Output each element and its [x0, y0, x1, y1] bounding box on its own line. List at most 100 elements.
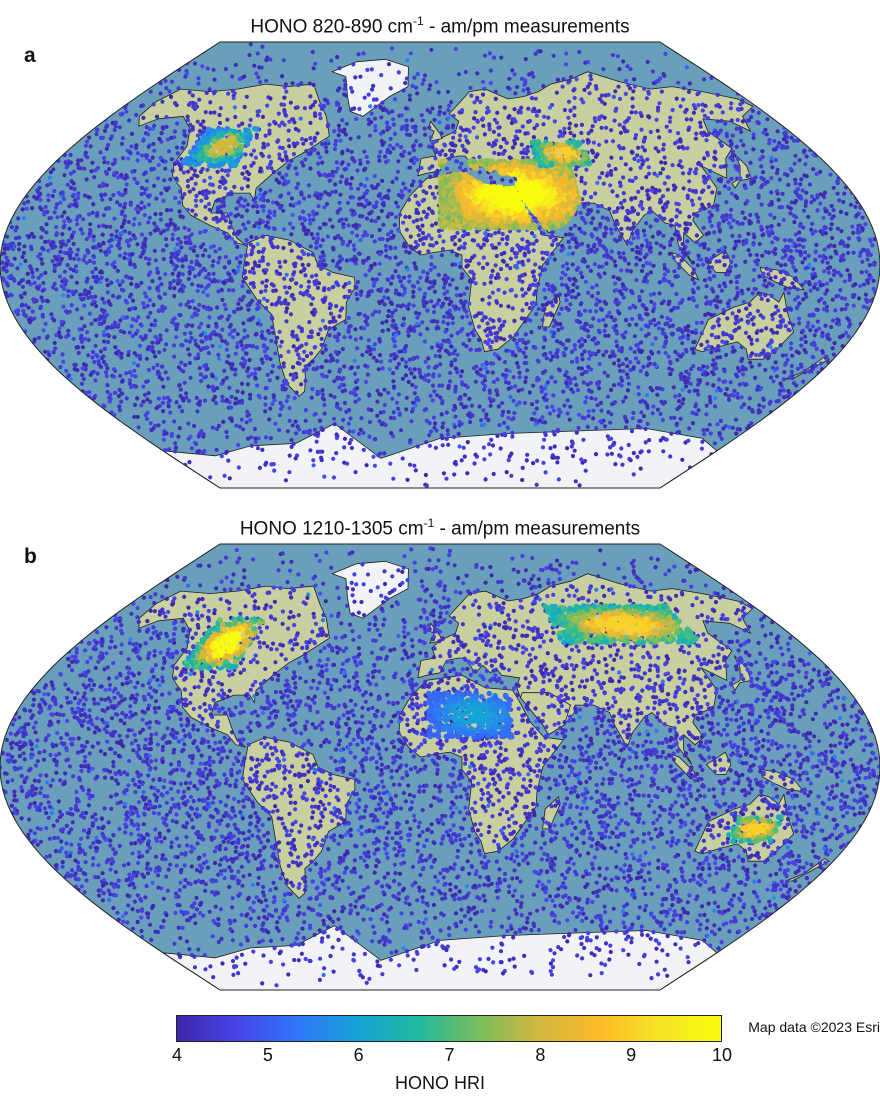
measurement-point — [579, 372, 585, 377]
measurement-point — [597, 362, 602, 367]
measurement-point — [502, 105, 507, 110]
measurement-point — [555, 348, 560, 353]
measurement-point — [743, 367, 748, 372]
measurement-point — [437, 234, 442, 239]
measurement-point — [750, 291, 755, 296]
measurement-point — [270, 316, 275, 321]
measurement-point — [690, 330, 695, 335]
measurement-point — [201, 119, 206, 124]
measurement-point — [186, 436, 191, 441]
measurement-point — [348, 416, 353, 421]
measurement-point — [89, 321, 94, 326]
measurement-point — [379, 115, 384, 120]
measurement-point — [705, 427, 710, 432]
measurement-point — [550, 242, 555, 247]
measurement-point — [244, 420, 249, 425]
measurement-point — [170, 168, 175, 173]
measurement-point — [636, 145, 641, 150]
measurement-point — [367, 392, 372, 397]
measurement-point — [290, 212, 295, 217]
measurement-point — [459, 161, 464, 166]
measurement-point — [255, 446, 261, 451]
measurement-point — [172, 135, 177, 140]
measurement-point — [347, 239, 353, 244]
measurement-point — [270, 302, 275, 307]
measurement-point — [625, 118, 630, 123]
measurement-point — [540, 317, 545, 322]
measurement-point — [451, 148, 456, 153]
measurement-point — [759, 227, 764, 232]
measurement-point — [306, 183, 312, 188]
measurement-point — [43, 239, 48, 244]
measurement-point — [284, 399, 289, 404]
measurement-point — [642, 255, 648, 260]
measurement-point — [391, 117, 396, 122]
measurement-point — [726, 397, 732, 402]
measurement-point — [202, 398, 208, 403]
measurement-point — [647, 206, 653, 211]
measurement-point — [262, 349, 267, 354]
measurement-point — [132, 216, 137, 221]
measurement-point — [801, 379, 806, 384]
measurement-point — [424, 440, 429, 445]
measurement-point — [630, 96, 635, 101]
measurement-point — [609, 249, 614, 254]
measurement-point — [378, 359, 384, 364]
measurement-point — [586, 413, 591, 419]
measurement-point — [172, 419, 177, 424]
measurement-point — [277, 145, 282, 150]
measurement-point — [269, 325, 275, 330]
measurement-point — [658, 243, 663, 248]
measurement-point — [426, 356, 431, 361]
measurement-point — [287, 285, 292, 290]
measurement-point — [200, 64, 205, 69]
measurement-point — [107, 206, 112, 211]
measurement-point — [394, 400, 399, 405]
measurement-point — [109, 280, 114, 285]
measurement-point — [684, 349, 689, 354]
measurement-point — [428, 393, 433, 398]
measurement-point — [186, 169, 191, 174]
measurement-point — [323, 145, 328, 150]
measurement-point — [208, 100, 213, 105]
measurement-point — [814, 328, 819, 333]
measurement-point — [599, 307, 605, 312]
measurement-point — [428, 267, 433, 272]
measurement-point — [358, 292, 363, 297]
measurement-point — [511, 398, 516, 403]
measurement-point — [217, 246, 222, 251]
measurement-point — [445, 89, 451, 94]
measurement-point — [217, 255, 222, 260]
measurement-point — [59, 214, 65, 219]
measurement-point — [495, 272, 500, 277]
measurement-point — [444, 125, 449, 130]
measurement-point — [373, 309, 378, 314]
measurement-point — [163, 78, 168, 83]
measurement-point — [575, 285, 580, 290]
measurement-point — [727, 425, 732, 430]
measurement-point — [681, 186, 686, 191]
measurement-point — [518, 348, 523, 353]
measurement-point — [477, 404, 482, 409]
measurement-point — [225, 341, 230, 346]
measurement-point — [512, 117, 517, 122]
measurement-point — [71, 169, 76, 174]
measurement-point — [194, 395, 199, 400]
measurement-point — [117, 387, 122, 392]
measurement-point — [141, 399, 146, 404]
measurement-point — [574, 240, 579, 245]
measurement-point — [117, 294, 122, 299]
measurement-point — [386, 62, 392, 67]
measurement-point — [740, 364, 745, 369]
measurement-point — [683, 109, 688, 115]
measurement-point — [458, 374, 463, 379]
measurement-point — [504, 470, 509, 475]
measurement-point — [680, 401, 685, 406]
measurement-point — [36, 190, 41, 195]
measurement-point — [440, 425, 445, 430]
measurement-point — [336, 123, 342, 128]
measurement-point — [58, 191, 64, 196]
measurement-point — [851, 230, 856, 235]
measurement-point — [268, 238, 273, 243]
measurement-point — [560, 325, 565, 331]
